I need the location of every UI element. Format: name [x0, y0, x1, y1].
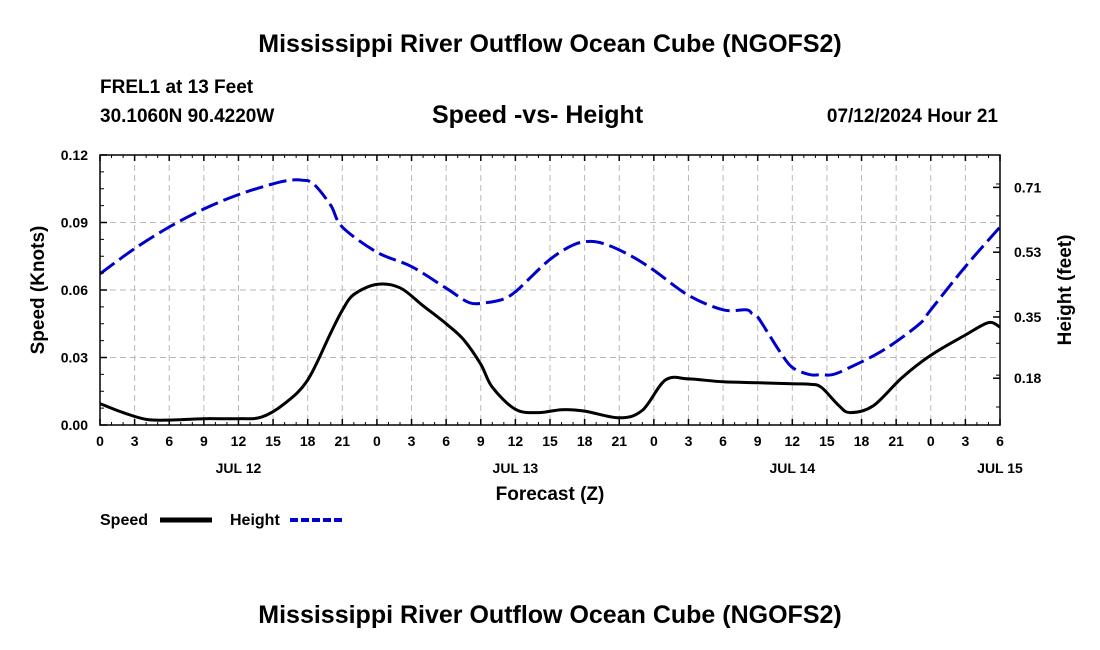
speed-series-line	[99, 282, 1001, 422]
legend: Speed Height	[100, 512, 342, 529]
x-tick-label: 6	[719, 433, 727, 449]
x-tick-label: 21	[888, 433, 904, 449]
y2-tick-label: 0.53	[1014, 244, 1041, 260]
station-coords: 30.1060N 90.4220W	[100, 106, 275, 127]
forecast-datetime: 07/12/2024 Hour 21	[826, 106, 998, 127]
x-tick-label: 3	[685, 433, 693, 449]
x-tick-label: 0	[650, 433, 658, 449]
x-tick-label: 6	[442, 433, 450, 449]
main-title: Mississippi River Outflow Ocean Cube (NG…	[258, 30, 842, 58]
x-axis-label: Forecast (Z)	[496, 484, 605, 505]
date-label: JUL 15	[977, 460, 1023, 476]
date-label: JUL 13	[493, 460, 539, 476]
y-tick-label: 0.09	[61, 215, 88, 231]
y2-tick-label: 0.18	[1014, 370, 1041, 386]
series-layer	[99, 178, 1002, 422]
height-series-line	[99, 178, 1002, 377]
y-axis-label: Speed (Knots)	[28, 226, 49, 355]
y2-axis-label: Height (feet)	[1055, 235, 1076, 346]
date-label: JUL 14	[769, 460, 815, 476]
x-tick-label: 18	[300, 433, 316, 449]
grid	[100, 155, 1000, 425]
x-tick-label: 21	[611, 433, 627, 449]
speed-height-chart: 0 3 6 9 12 15 18 21 0 3 6 9 12 15 18 21 0 3 6 9 12 15 18 21 0 3 6 J…	[28, 147, 1076, 529]
y-tick-label: 0.00	[61, 417, 88, 433]
x-tick-label: 18	[854, 433, 870, 449]
x-tick-label: 0	[927, 433, 935, 449]
axes: 0 3 6 9 12 15 18 21 0 3 6 9 12 15 18 21 0 3 6 9 12 15 18 21 0 3 6 J…	[61, 147, 1042, 476]
x-tick-label: 15	[542, 433, 558, 449]
x-tick-label: 18	[577, 433, 593, 449]
bottom-title: Mississippi River Outflow Ocean Cube (NG…	[258, 601, 842, 629]
x-tick-label: 6	[165, 433, 173, 449]
chart-title: Speed -vs- Height	[432, 101, 644, 129]
x-tick-label: 3	[131, 433, 139, 449]
y-tick-label: 0.06	[61, 282, 88, 298]
y-tick-label: 0.03	[61, 350, 88, 366]
y2-tick-label: 0.35	[1014, 309, 1041, 325]
x-tick-label: 21	[335, 433, 351, 449]
date-label: JUL 12	[216, 460, 262, 476]
station-name: FREL1 at 13 Feet	[100, 77, 254, 98]
x-tick-label: 6	[996, 433, 1004, 449]
x-tick-label: 15	[819, 433, 835, 449]
x-tick-label: 0	[96, 433, 104, 449]
x-tick-label: 3	[408, 433, 416, 449]
x-tick-label: 12	[785, 433, 801, 449]
x-tick-label: 12	[231, 433, 247, 449]
legend-speed-label: Speed	[100, 512, 148, 529]
x-tick-label: 9	[754, 433, 762, 449]
x-tick-label: 3	[961, 433, 969, 449]
legend-height-label: Height	[230, 512, 280, 529]
x-tick-label: 15	[265, 433, 281, 449]
y-tick-label: 0.12	[61, 147, 88, 163]
x-tick-label: 0	[373, 433, 381, 449]
x-tick-label: 9	[477, 433, 485, 449]
x-tick-label: 12	[508, 433, 524, 449]
y2-tick-label: 0.71	[1014, 179, 1041, 195]
x-tick-label: 9	[200, 433, 208, 449]
